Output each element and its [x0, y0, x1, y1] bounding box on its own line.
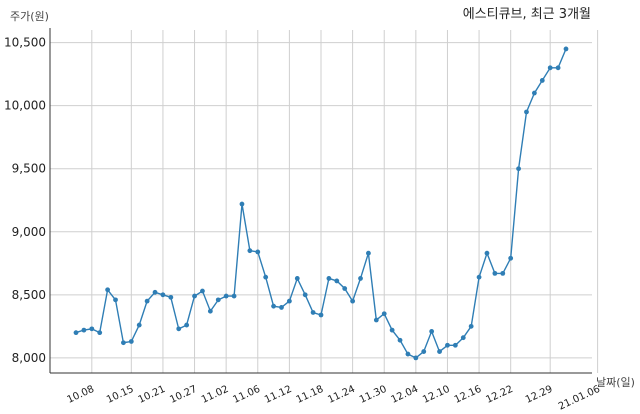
y-axis-label: 주가(원): [10, 10, 49, 23]
chart-title: 에스티큐브, 최근 3개월: [463, 7, 591, 22]
data-point: [73, 330, 79, 336]
x-tick-label: 12.04: [390, 384, 421, 406]
data-point: [255, 249, 261, 255]
data-point: [144, 298, 150, 304]
y-tick-label: 10,000: [4, 99, 46, 113]
data-point: [437, 349, 442, 354]
data-point: [484, 250, 490, 256]
x-tick-label: 11.06: [231, 384, 262, 406]
data-point: [468, 323, 474, 329]
data-point: [279, 305, 284, 310]
data-point: [358, 276, 363, 281]
data-point: [302, 292, 308, 298]
data-point: [334, 278, 340, 284]
data-point: [89, 326, 95, 332]
data-point: [452, 342, 458, 348]
data-point: [113, 297, 118, 303]
data-point: [405, 351, 411, 357]
data-point: [128, 339, 134, 344]
data-point: [215, 297, 221, 303]
data-point: [389, 327, 395, 333]
data-point: [263, 274, 269, 280]
data-point: [460, 335, 466, 341]
y-tick-label: 9,000: [12, 225, 46, 239]
x-tick-label: 11.30: [358, 384, 389, 406]
data-point: [500, 270, 506, 276]
data-point: [168, 294, 174, 300]
data-point: [342, 286, 348, 291]
y-tick-label: 9,500: [12, 162, 46, 176]
data-point: [563, 46, 569, 52]
data-point: [492, 270, 498, 276]
y-tick-label: 8,000: [12, 351, 46, 365]
price-series: [73, 46, 569, 361]
data-point: [223, 293, 229, 299]
x-tick-label: 12.29: [524, 384, 555, 406]
data-point: [271, 303, 276, 309]
data-point: [531, 90, 537, 96]
data-point: [421, 349, 427, 354]
x-tick-label: 10.21: [137, 384, 168, 406]
y-tick-labels: 8,000 8,500 9,000 9,500 10,000 10,500: [4, 36, 46, 365]
data-point: [247, 248, 253, 254]
data-point: [176, 326, 182, 332]
data-point: [136, 322, 142, 328]
data-point: [239, 201, 245, 207]
data-point: [121, 340, 126, 346]
data-point: [413, 355, 419, 361]
x-tick-label: 10.15: [105, 384, 136, 406]
data-point: [547, 65, 553, 71]
data-point: [97, 330, 103, 336]
data-point: [397, 337, 403, 343]
data-point: [81, 327, 87, 333]
data-point: [192, 293, 197, 299]
x-tick-label: 11.02: [200, 384, 231, 406]
data-point: [105, 287, 111, 293]
y-tick-label: 8,500: [12, 288, 46, 302]
x-tick-label: 12.16: [453, 384, 484, 406]
data-point: [381, 311, 387, 317]
data-point: [476, 274, 482, 280]
data-point: [160, 292, 166, 298]
data-point: [310, 310, 316, 315]
data-point: [152, 289, 158, 295]
x-tick-labels: 10.08 10.15 10.21 10.27 11.02 11.06 11.12 11.18…: [65, 384, 601, 413]
x-tick-label: 12.22: [484, 384, 515, 406]
x-axis-label: 날짜(일): [596, 375, 635, 389]
data-point: [200, 288, 205, 294]
data-point: [373, 317, 379, 323]
data-point: [366, 250, 371, 256]
data-point: [286, 298, 292, 304]
data-point: [350, 298, 356, 304]
x-tick-label: 11.18: [295, 384, 326, 406]
x-tick-label: 10.08: [65, 384, 96, 406]
data-point: [539, 78, 545, 83]
data-point: [318, 312, 324, 318]
data-point: [184, 322, 190, 328]
x-tick-label: 11.12: [263, 384, 294, 406]
axes: [49, 28, 592, 374]
data-point: [516, 166, 521, 172]
data-point: [207, 308, 213, 314]
y-tick-label: 10,500: [4, 36, 46, 50]
x-tick-label: 10.27: [168, 384, 199, 406]
x-tick-label: 11.24: [326, 384, 357, 406]
data-point: [294, 276, 300, 281]
data-point: [508, 255, 514, 261]
x-tick-label: 21.01.06: [557, 384, 602, 413]
data-point: [231, 293, 237, 299]
data-point: [524, 109, 529, 115]
x-tick-label: 12.10: [421, 384, 452, 406]
data-point: [445, 342, 450, 348]
data-point: [429, 328, 435, 334]
data-point: [555, 65, 561, 71]
data-point: [326, 276, 332, 281]
